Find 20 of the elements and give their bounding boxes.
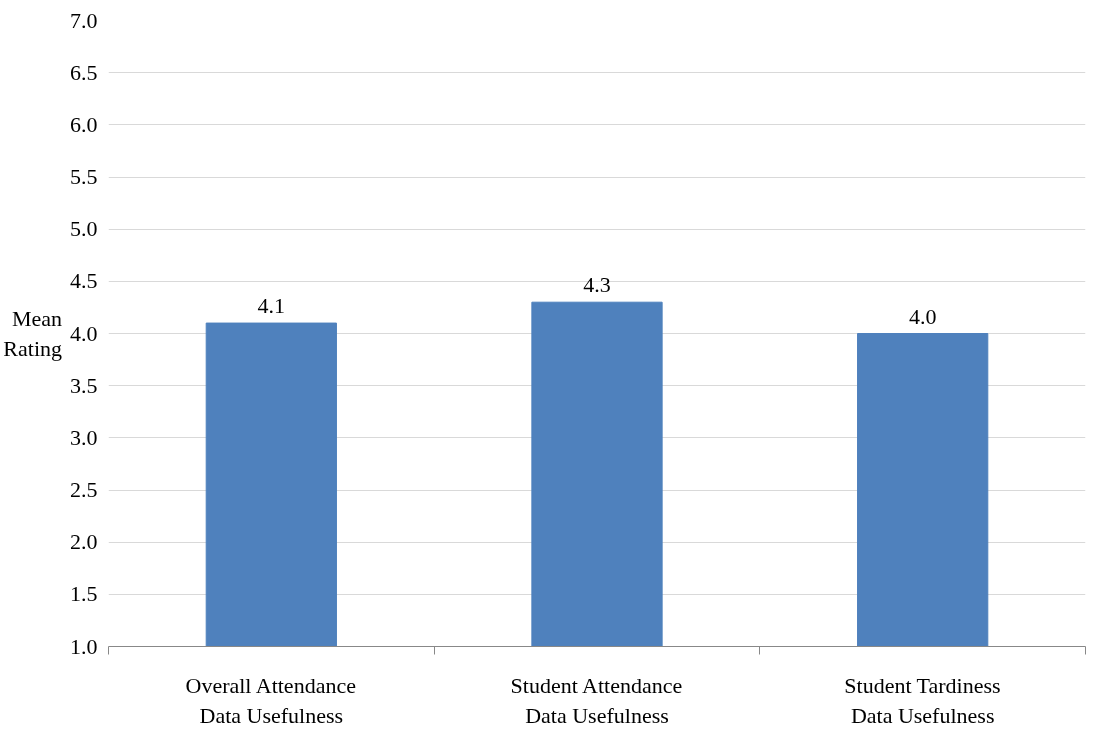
- x-tick-label: Student Tardiness Data Usefulness: [844, 672, 1001, 728]
- y-tick-label: 1.0: [70, 633, 98, 659]
- y-tick-label: 4.0: [70, 320, 98, 346]
- x-tick-label: Overall Attendance Data Usefulness: [185, 672, 356, 728]
- y-axis-title: Mean Rating: [3, 306, 63, 361]
- y-tick-label: 6.5: [70, 59, 98, 85]
- y-tick-label: 6.0: [70, 111, 98, 137]
- data-label: 4.0: [908, 303, 937, 329]
- y-tick-label: 2.0: [70, 529, 98, 555]
- data-label: 4.1: [257, 293, 286, 319]
- y-tick-label: 5.5: [70, 164, 98, 189]
- y-tick-label: 3.0: [70, 424, 98, 450]
- y-tick-label: 4.5: [70, 268, 98, 294]
- y-tick-label: 3.5: [70, 372, 98, 398]
- y-tick-label: 2.5: [70, 477, 98, 502]
- y-tick-label: 7.0: [70, 7, 98, 33]
- y-tick-label: 5.0: [70, 216, 98, 242]
- y-tick-label: 1.5: [70, 581, 98, 607]
- data-label: 4.3: [583, 272, 611, 298]
- x-tick-label: Student Attendance Data Usefulness: [510, 672, 683, 728]
